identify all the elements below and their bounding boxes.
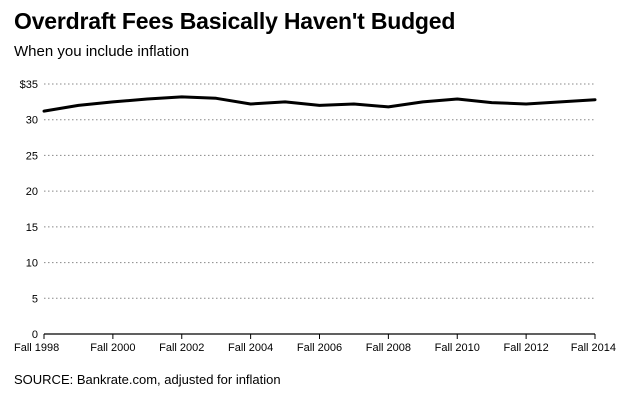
x-axis-ticks: Fall 1998 Fall 2000 Fall 2002 Fall 2004 Fall…	[14, 334, 616, 354]
y-tick-label-10: 10	[26, 258, 38, 270]
y-tick-label-5: 5	[32, 293, 38, 305]
chart-source: SOURCE: Bankrate.com, adjusted for infla…	[14, 372, 281, 387]
x-tick-label-2: Fall 2002	[159, 342, 204, 354]
data-point-2008	[387, 106, 390, 108]
grid-lines	[44, 83, 595, 335]
x-tick-label-6: Fall 2010	[435, 342, 480, 354]
data-point-2006	[318, 104, 321, 107]
data-point-2010	[456, 98, 459, 100]
x-tick-label-3: Fall 2004	[228, 342, 273, 354]
x-tick-label-0: Fall 1998	[14, 342, 59, 354]
data-point-2000	[112, 101, 114, 103]
data-point-2002	[180, 96, 183, 98]
x-tick-label-5: Fall 2008	[366, 342, 411, 354]
data-point-2011	[490, 101, 493, 104]
y-axis-ticks: 0 5 10 15 20 25 30 $35	[20, 79, 38, 341]
data-point-2009	[422, 101, 424, 103]
y-tick-label-15: 15	[26, 222, 38, 234]
data-point-2013	[559, 101, 562, 103]
chart-subtitle: When you include inflation	[14, 43, 190, 60]
y-tick-label-35: $35	[20, 79, 38, 91]
y-tick-label-25: 25	[26, 150, 38, 162]
x-tick-label-1: Fall 2000	[90, 342, 135, 354]
data-point-2007	[353, 103, 355, 105]
data-point-1998	[43, 110, 45, 112]
x-tick-label-8: Fall 2014	[571, 342, 616, 354]
data-point-2014	[594, 98, 596, 101]
data-point-1999	[77, 104, 80, 107]
data-point-2003	[215, 97, 217, 100]
data-point-2005	[284, 101, 286, 103]
y-tick-label-30: 30	[26, 115, 38, 127]
chart-title: Overdraft Fees Basically Haven't Budged	[14, 8, 456, 34]
x-tick-label-7: Fall 2012	[503, 342, 548, 354]
data-point-2004	[249, 103, 252, 105]
series-line-0	[42, 95, 597, 113]
series-layer	[42, 95, 597, 113]
y-tick-label-20: 20	[26, 186, 38, 198]
data-point-2012	[525, 103, 527, 105]
data-point-2001	[146, 98, 149, 100]
y-tick-label-0: 0	[32, 329, 38, 341]
x-tick-label-4: Fall 2006	[297, 342, 342, 354]
